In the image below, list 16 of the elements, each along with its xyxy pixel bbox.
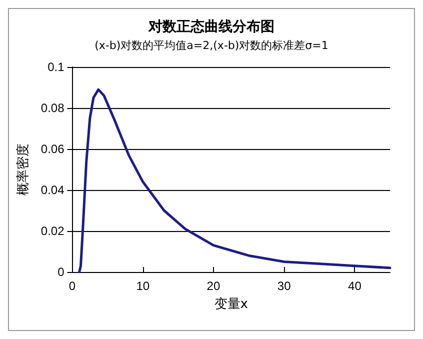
y-tick-label: 0.08 (40, 101, 65, 115)
line-series (78, 88, 392, 274)
y-tick-label: 0.06 (40, 142, 65, 156)
chart-subtitle: (x-b)对数的平均值a=2,(x-b)对数的标准差σ=1 (94, 39, 328, 52)
y-tick-label: 0.02 (40, 224, 65, 238)
x-tick-label: 10 (136, 279, 150, 293)
chart-title: 对数正态曲线分布图 (148, 19, 274, 35)
x-tick-label: 30 (277, 279, 292, 293)
y-axis-title: 概率密度 (15, 144, 31, 196)
x-axis-title: 变量x (214, 297, 248, 312)
y-tick-label: 0.04 (40, 183, 65, 197)
x-tick-label: 40 (348, 279, 362, 293)
y-tick-label: 0 (58, 265, 65, 279)
x-tick-label: 0 (68, 279, 76, 293)
y-tick-label: 0.1 (48, 60, 65, 74)
x-tick-label: 20 (206, 279, 220, 293)
